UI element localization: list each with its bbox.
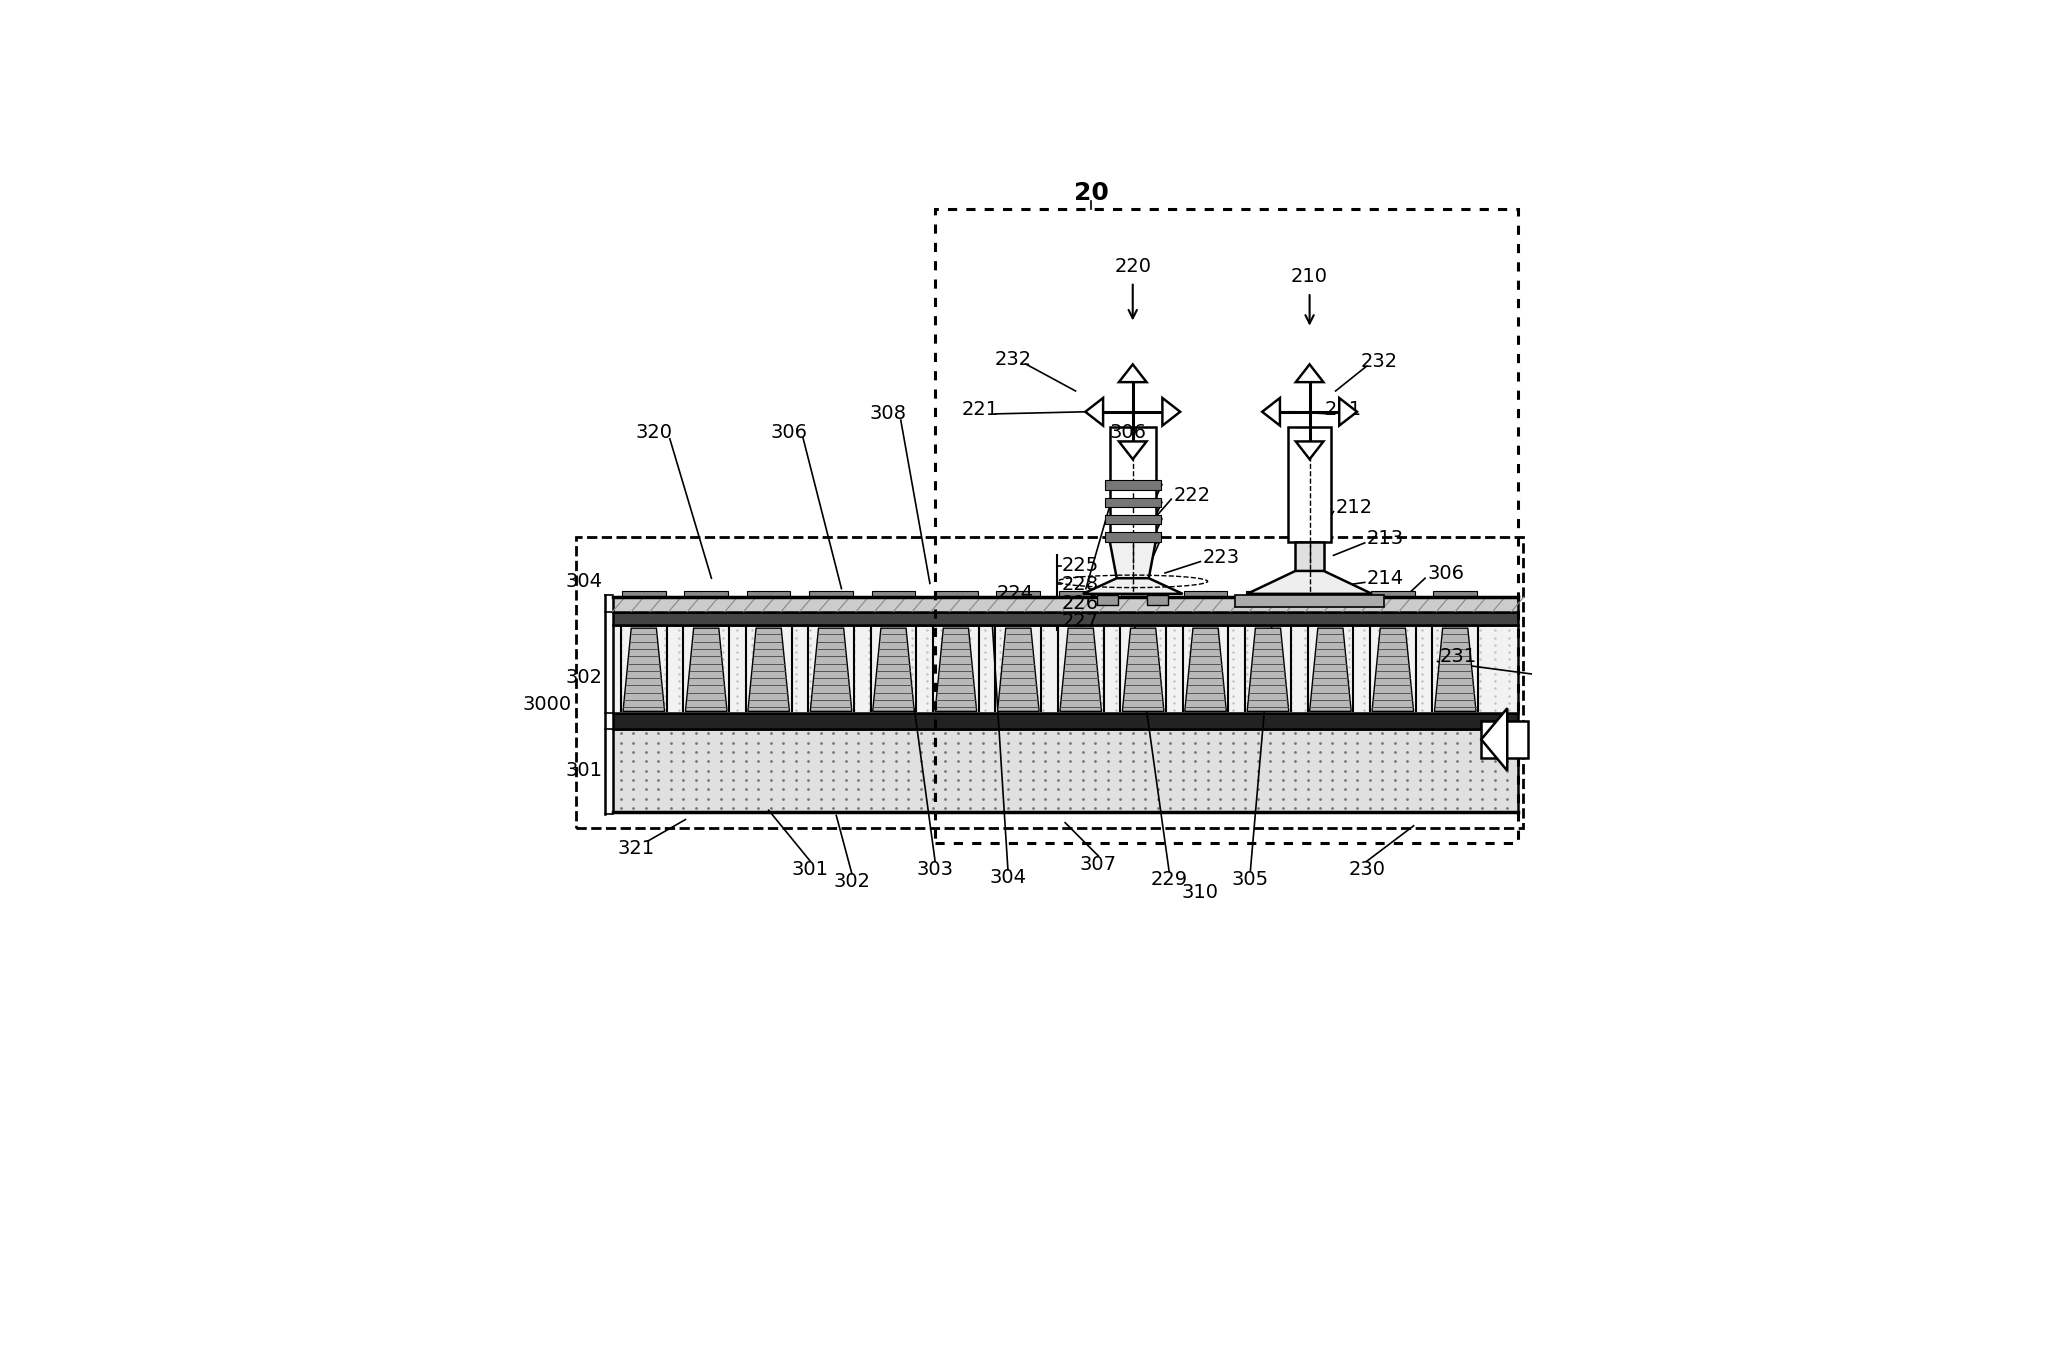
Polygon shape	[998, 628, 1039, 712]
Bar	[613, 713, 1517, 730]
Text: 306: 306	[1426, 563, 1463, 582]
Text: 305: 305	[1233, 870, 1270, 889]
Text: 304: 304	[990, 869, 1027, 888]
Bar	[1294, 542, 1323, 571]
Polygon shape	[1297, 442, 1323, 459]
Bar	[934, 590, 978, 597]
Bar	[1482, 720, 1527, 758]
Text: 320: 320	[636, 423, 673, 442]
Polygon shape	[1122, 628, 1165, 712]
Bar	[685, 590, 729, 597]
Bar	[613, 626, 1517, 713]
Text: 306: 306	[772, 423, 809, 442]
Text: 310: 310	[1181, 884, 1218, 902]
Polygon shape	[873, 628, 914, 712]
Text: 222: 222	[1173, 485, 1210, 504]
Bar	[934, 209, 1517, 843]
Polygon shape	[1085, 399, 1103, 426]
Polygon shape	[1309, 628, 1352, 712]
Text: 226: 226	[1062, 593, 1099, 613]
Bar	[1371, 590, 1414, 597]
Text: 304: 304	[566, 571, 603, 590]
Bar	[1097, 594, 1117, 605]
Polygon shape	[624, 628, 665, 712]
Polygon shape	[1060, 628, 1101, 712]
Polygon shape	[1373, 628, 1414, 712]
Polygon shape	[1262, 399, 1280, 426]
Bar	[1146, 594, 1169, 605]
Bar	[1105, 481, 1161, 490]
Polygon shape	[1247, 571, 1373, 594]
Polygon shape	[934, 628, 978, 712]
Text: 20: 20	[1074, 181, 1109, 205]
Polygon shape	[1109, 542, 1157, 578]
Text: 214: 214	[1367, 569, 1404, 588]
Bar	[1247, 590, 1290, 597]
Bar	[622, 590, 665, 597]
Bar	[613, 730, 1517, 812]
Bar	[747, 590, 790, 597]
Text: 321: 321	[617, 839, 654, 858]
Bar	[1432, 590, 1478, 597]
Polygon shape	[1185, 628, 1227, 712]
Text: 228: 228	[1062, 576, 1099, 594]
Text: 232: 232	[994, 350, 1031, 369]
Polygon shape	[1163, 399, 1179, 426]
Text: 307: 307	[1080, 855, 1117, 874]
Bar	[613, 597, 1517, 612]
Text: 223: 223	[1202, 549, 1239, 567]
Text: 301: 301	[792, 861, 829, 880]
Text: 3000: 3000	[523, 696, 572, 715]
Polygon shape	[1340, 399, 1356, 426]
Polygon shape	[1297, 365, 1323, 382]
Polygon shape	[1482, 708, 1506, 770]
Bar	[1105, 499, 1161, 508]
Text: 224: 224	[996, 585, 1033, 604]
Polygon shape	[1120, 365, 1146, 382]
Bar	[613, 612, 1517, 626]
Text: 220: 220	[1113, 257, 1150, 276]
Bar	[1122, 590, 1165, 597]
Polygon shape	[747, 628, 790, 712]
Text: 308: 308	[871, 404, 908, 423]
Text: 232: 232	[1360, 353, 1397, 372]
Text: 302: 302	[566, 667, 603, 686]
Text: 225: 225	[1062, 557, 1099, 576]
Text: 306: 306	[1109, 423, 1146, 442]
Text: 231: 231	[1441, 647, 1478, 666]
Bar	[1183, 590, 1227, 597]
Bar	[996, 590, 1039, 597]
Bar	[873, 590, 916, 597]
Polygon shape	[811, 628, 852, 712]
Text: 227: 227	[1062, 612, 1099, 631]
Text: 301: 301	[566, 761, 603, 780]
Text: 221: 221	[961, 400, 998, 419]
Bar	[1105, 515, 1161, 524]
Bar	[576, 536, 1523, 828]
Polygon shape	[685, 628, 726, 712]
Polygon shape	[1247, 628, 1288, 712]
Text: 230: 230	[1348, 861, 1385, 880]
Text: 212: 212	[1336, 499, 1373, 517]
Polygon shape	[1083, 578, 1183, 594]
Bar	[1105, 532, 1161, 542]
Bar	[809, 590, 852, 597]
Text: 229: 229	[1150, 870, 1187, 889]
Bar	[1109, 427, 1157, 542]
Text: 213: 213	[1367, 530, 1404, 549]
Text: 211: 211	[1323, 400, 1362, 419]
Polygon shape	[1434, 628, 1476, 712]
Bar	[1288, 427, 1332, 542]
Bar	[1309, 590, 1352, 597]
Polygon shape	[1120, 442, 1146, 459]
Bar	[1060, 590, 1103, 597]
Bar	[1235, 594, 1385, 608]
Text: 302: 302	[833, 873, 871, 892]
Text: 303: 303	[916, 861, 953, 880]
Text: 210: 210	[1290, 267, 1327, 286]
